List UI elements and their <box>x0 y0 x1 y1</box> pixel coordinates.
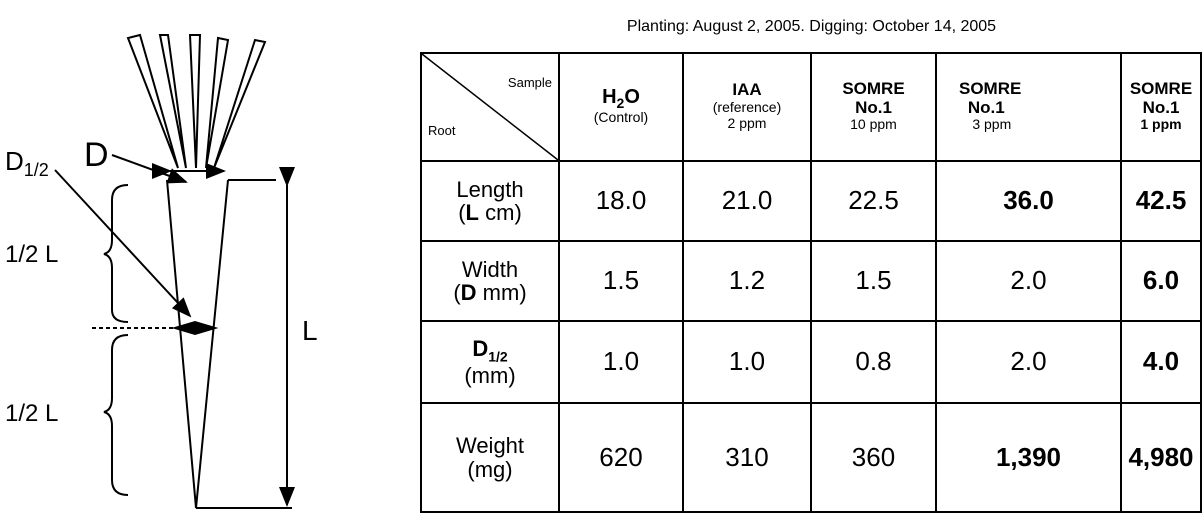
column-header: SOMRE No.1 1 ppm <box>1120 52 1202 162</box>
value-cell: 1.2 <box>682 240 812 322</box>
value-cell: 1.0 <box>558 320 684 404</box>
value-cell: 1,390 <box>935 402 1122 513</box>
row-label: D1/2 (mm) <box>420 320 560 404</box>
column-header: SOMRE No.1 10 ppm <box>810 52 937 162</box>
corner-cell: Sample Root <box>420 52 560 162</box>
value-cell: 1.5 <box>558 240 684 322</box>
l-label: L <box>302 315 318 346</box>
value-cell: 2.0 <box>935 320 1122 404</box>
value-cell: 36.0 <box>935 160 1122 242</box>
value-cell: 18.0 <box>558 160 684 242</box>
row-label: Width (D mm) <box>420 240 560 322</box>
root-diagram: D1/2 D 1/2 L 1/2 L L <box>5 33 318 509</box>
value-cell: 4.0 <box>1120 320 1202 404</box>
half-l-label: 1/2 L <box>5 241 58 268</box>
half-l-label: 1/2 L <box>5 400 58 427</box>
value-cell: 2.0 <box>935 240 1122 322</box>
column-header: H2O (Control) <box>558 52 684 162</box>
row: Width (D mm) 1.5 1.2 1.5 2.0 6.0 <box>420 240 1202 322</box>
row-label: Length (L cm) <box>420 160 560 242</box>
d-label: D <box>84 136 109 174</box>
caption: Planting: August 2, 2005. Digging: Octob… <box>626 18 997 35</box>
corner-bottom: Root <box>428 123 456 139</box>
d-half-label: D1/2 <box>5 146 49 180</box>
value-cell: 1.5 <box>810 240 937 322</box>
value-cell: 360 <box>810 402 937 513</box>
value-cell: 310 <box>682 402 812 513</box>
row: Weight (mg) 620 310 360 1,390 4,980 <box>420 402 1202 513</box>
results-table: Sample Root H2O (Control) IAA (reference) 2… <box>420 52 1202 513</box>
value-cell: 620 <box>558 402 684 513</box>
value-cell: 4,980 <box>1120 402 1202 513</box>
value-cell: 6.0 <box>1120 240 1202 322</box>
value-cell: 22.5 <box>810 160 937 242</box>
row: D1/2 (mm) 1.0 1.0 0.8 2.0 4.0 <box>420 320 1202 404</box>
value-cell: 0.8 <box>810 320 937 404</box>
value-cell: 42.5 <box>1120 160 1202 242</box>
column-header: SOMRE No.1 3 ppm <box>935 52 1122 162</box>
row-label: Weight (mg) <box>420 402 560 513</box>
corner-top: Sample <box>507 75 552 90</box>
column-header: IAA (reference) 2 ppm <box>682 52 812 162</box>
value-cell: 1.0 <box>682 320 812 404</box>
row: Length (L cm) 18.0 21.0 22.5 36.0 42.5 <box>420 160 1202 242</box>
value-cell: 21.0 <box>682 160 812 242</box>
header-row: Sample Root H2O (Control) IAA (reference) 2… <box>420 52 1202 162</box>
